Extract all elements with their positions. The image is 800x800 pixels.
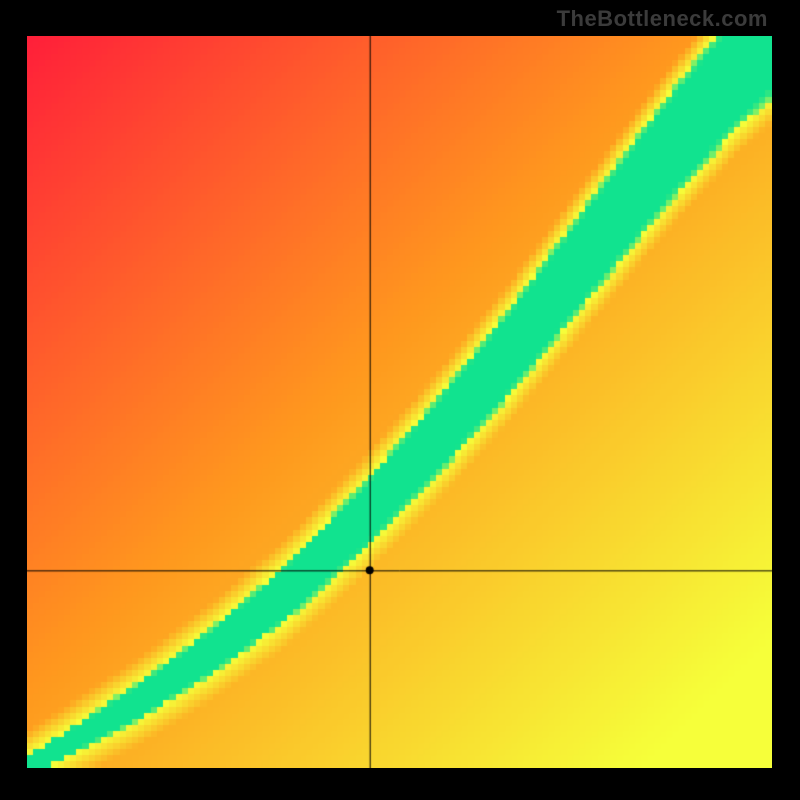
watermark-text: TheBottleneck.com xyxy=(557,6,768,32)
bottleneck-heatmap xyxy=(27,36,772,768)
chart-container: { "watermark": { "text": "TheBottleneck.… xyxy=(0,0,800,800)
